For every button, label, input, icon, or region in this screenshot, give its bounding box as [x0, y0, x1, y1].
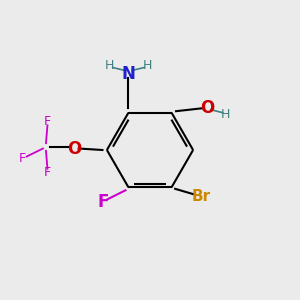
Text: Br: Br — [192, 189, 211, 204]
Text: O: O — [200, 99, 214, 117]
Text: O: O — [67, 140, 81, 158]
Text: H: H — [104, 58, 114, 72]
Text: F: F — [98, 193, 109, 211]
Text: N: N — [122, 65, 135, 83]
Text: H: H — [220, 108, 230, 121]
Text: F: F — [44, 166, 51, 179]
Text: F: F — [44, 115, 51, 128]
Text: F: F — [19, 152, 26, 165]
Text: H: H — [143, 58, 152, 72]
